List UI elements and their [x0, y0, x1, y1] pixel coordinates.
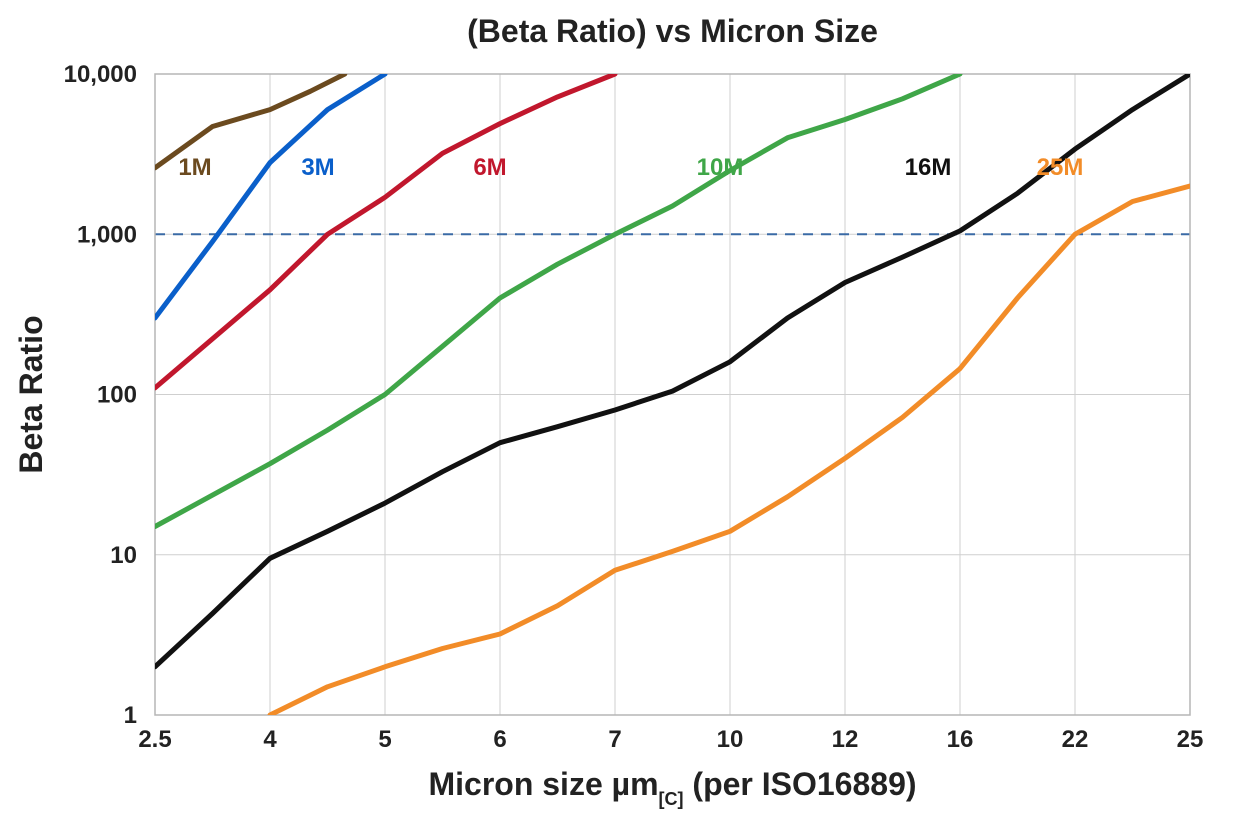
x-tick-label: 6 [493, 726, 506, 753]
x-tick-label: 4 [263, 726, 277, 753]
series-label-25M: 25M [1037, 154, 1084, 181]
chart-container: (Beta Ratio) vs Micron Size2.54567101216… [0, 0, 1237, 819]
series-label-10M: 10M [697, 154, 744, 181]
y-tick-label: 10 [110, 542, 137, 569]
x-tick-label: 22 [1062, 726, 1089, 753]
x-axis-label-suffix: (per ISO16889) [684, 766, 917, 802]
chart-svg: (Beta Ratio) vs Micron Size2.54567101216… [0, 0, 1237, 819]
x-tick-label: 5 [378, 726, 391, 753]
y-axis-label: Beta Ratio [13, 315, 49, 473]
y-tick-label: 1,000 [77, 221, 137, 248]
x-tick-label: 25 [1177, 726, 1204, 753]
x-axis-label-main: Micron size µm [428, 766, 658, 802]
y-tick-label: 100 [97, 382, 137, 409]
series-label-3M: 3M [301, 154, 334, 181]
x-tick-label: 7 [608, 726, 621, 753]
series-label-6M: 6M [473, 154, 506, 181]
x-tick-label: 12 [832, 726, 859, 753]
y-tick-label: 10,000 [64, 61, 137, 88]
series-label-16M: 16M [905, 154, 952, 181]
x-tick-label: 10 [717, 726, 744, 753]
chart-title: (Beta Ratio) vs Micron Size [467, 13, 878, 49]
y-tick-label: 1 [124, 702, 137, 729]
x-tick-label: 2.5 [138, 726, 171, 753]
x-axis-label-sub: [C] [659, 789, 684, 809]
series-label-1M: 1M [178, 154, 211, 181]
x-tick-label: 16 [947, 726, 974, 753]
